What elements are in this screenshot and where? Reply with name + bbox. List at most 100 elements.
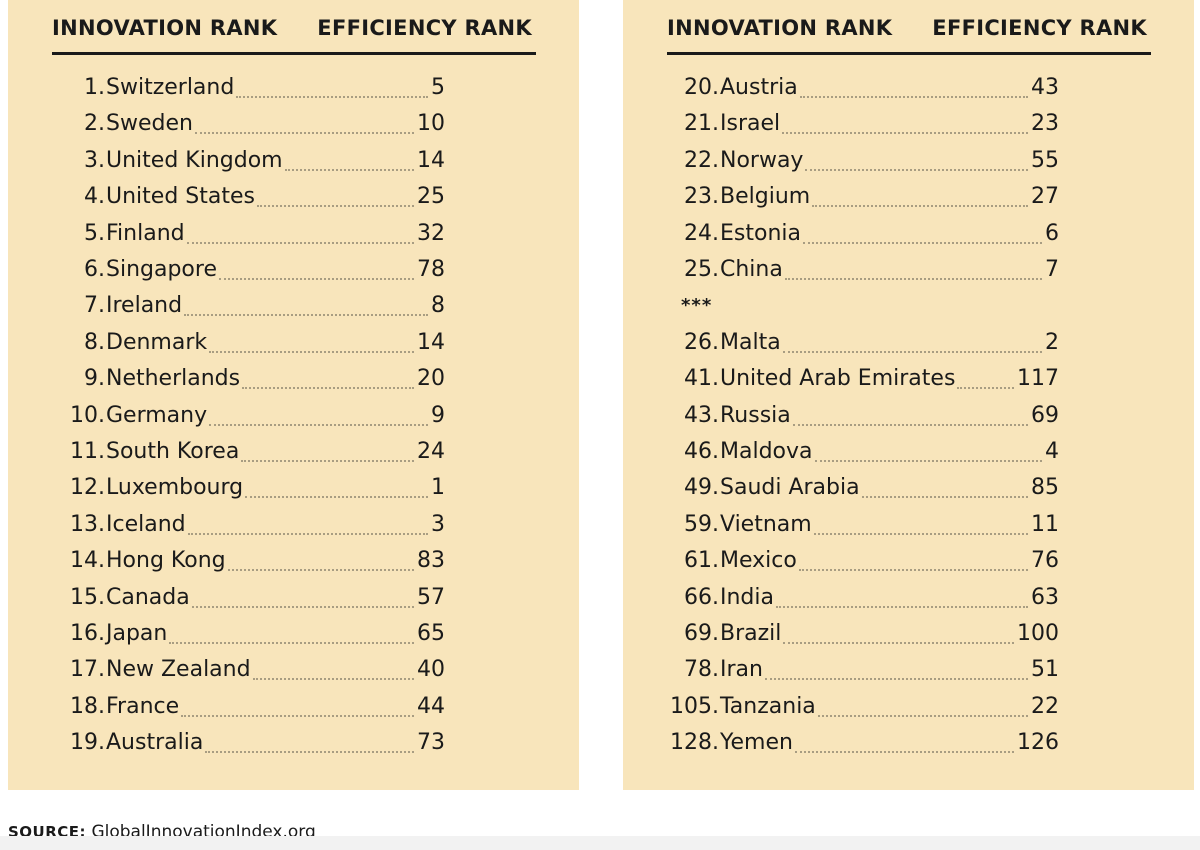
country-name: Netherlands: [106, 366, 241, 392]
innovation-rank: 25.: [684, 257, 719, 282]
innovation-rank: 66.: [684, 584, 719, 610]
innovation-rank: 10.: [70, 402, 105, 428]
innovation-rank: 2.: [84, 111, 105, 137]
innovation-rank: 21.: [684, 111, 719, 137]
dot-leader: [792, 423, 1028, 426]
efficiency-rank: 6: [1045, 220, 1059, 246]
innovation-rank: 43.: [684, 402, 719, 428]
efficiency-rank: 10: [417, 111, 445, 137]
ranking-row: 105. Tanzania 22: [623, 689, 1194, 725]
dot-leader: [764, 678, 1028, 681]
country-name: Iran: [720, 657, 763, 683]
ranking-row: 12. Luxembourg 1: [8, 470, 579, 506]
ranking-row: 78. Iran 51: [623, 652, 1194, 688]
efficiency-rank: 40: [417, 657, 445, 683]
country-name: United Arab Emirates: [720, 366, 956, 392]
ranking-row: 46. Maldova 4: [623, 434, 1194, 470]
efficiency-rank: 1: [431, 475, 445, 501]
dot-leader: [186, 241, 414, 244]
dot-leader: [219, 278, 414, 280]
country-name: Malta: [720, 329, 781, 355]
ranking-row: 19. Australia 73: [8, 725, 579, 761]
country-name: Japan: [106, 621, 168, 646]
dot-leader: [209, 423, 428, 426]
innovation-rank: 59.: [684, 511, 719, 537]
ranking-row: 23. Belgium 27: [623, 179, 1194, 215]
country-name: New Zealand: [106, 657, 251, 683]
ranking-row: 2. Sweden 10: [8, 106, 579, 142]
ranking-row: 26. Malta 2: [623, 325, 1194, 361]
ranking-row: 1. Switzerland 5: [8, 70, 579, 106]
innovation-rank: 15.: [70, 584, 105, 610]
ranking-row: 8. Denmark 14: [8, 325, 579, 361]
efficiency-rank: 11: [1031, 511, 1059, 537]
ranking-row: 59. Vietnam 11: [623, 507, 1194, 543]
innovation-rank: 1.: [84, 75, 105, 100]
dot-leader: [798, 569, 1028, 572]
ranking-row: 16. Japan 65: [8, 616, 579, 652]
country-name: United Kingdom: [106, 147, 283, 173]
country-name: Estonia: [720, 220, 801, 246]
innovation-rank: 18.: [70, 693, 105, 719]
country-name: France: [106, 693, 180, 719]
efficiency-rank: 25: [417, 184, 445, 210]
innovation-rank: 11.: [70, 439, 105, 464]
country-name: Israel: [720, 111, 781, 137]
dot-leader: [799, 96, 1028, 98]
innovation-rank: 128.: [670, 730, 719, 756]
efficiency-rank: 44: [417, 693, 445, 719]
dot-leader: [813, 532, 1028, 535]
ranking-row: 7. Ireland 8: [8, 288, 579, 324]
left-panel: INNOVATION RANK EFFICIENCY RANK 1. Switze…: [8, 0, 579, 790]
country-name: Denmark: [106, 329, 208, 355]
dot-leader: [814, 460, 1042, 462]
dot-leader: [794, 751, 1014, 754]
dot-leader: [284, 168, 414, 171]
innovation-rank: 5.: [84, 220, 105, 246]
efficiency-rank: 7: [1045, 257, 1059, 282]
footer-strip: [0, 836, 1200, 850]
dot-leader: [817, 714, 1028, 717]
ranking-row: 128. Yemen 126: [623, 725, 1194, 761]
innovation-rank: 12.: [70, 475, 105, 501]
country-name: Tanzania: [720, 693, 816, 719]
ranking-row: 25. China 7: [623, 252, 1194, 288]
efficiency-rank: 73: [417, 730, 445, 756]
country-name: Australia: [106, 730, 204, 756]
efficiency-rank: 126: [1017, 730, 1059, 756]
innovation-rank: 105.: [670, 693, 719, 719]
dot-leader: [783, 642, 1014, 644]
efficiency-rank: 2: [1045, 329, 1059, 355]
efficiency-rank: 9: [431, 402, 445, 428]
ranking-row: 20. Austria 43: [623, 70, 1194, 106]
country-name: Russia: [720, 402, 791, 428]
country-name: Hong Kong: [106, 548, 226, 574]
country-name: Sweden: [106, 111, 193, 137]
country-name: Yemen: [720, 730, 793, 756]
country-name: United States: [106, 184, 255, 210]
dot-leader: [252, 678, 414, 681]
innovation-rank: 46.: [684, 439, 719, 464]
ranking-row: 4. United States 25: [8, 179, 579, 215]
dot-leader: [184, 314, 428, 317]
dot-leader: [241, 460, 414, 462]
dot-leader: [782, 132, 1028, 135]
country-name: Saudi Arabia: [720, 475, 860, 501]
efficiency-rank-header: EFFICIENCY RANK: [932, 16, 1147, 40]
dot-leader: [236, 96, 428, 98]
country-name: Singapore: [106, 257, 217, 282]
dot-leader: [169, 642, 414, 644]
ranking-row: 14. Hong Kong 83: [8, 543, 579, 579]
dot-leader: [227, 569, 414, 572]
ranking-row: 13. Iceland 3: [8, 507, 579, 543]
country-name: Canada: [106, 584, 190, 610]
innovation-rank: 8.: [84, 329, 105, 355]
ranking-row: 10. Germany 9: [8, 398, 579, 434]
dot-leader: [181, 714, 414, 717]
innovation-rank: 17.: [70, 657, 105, 683]
efficiency-rank-header: EFFICIENCY RANK: [317, 16, 532, 40]
right-panel: INNOVATION RANK EFFICIENCY RANK 20. Austr…: [623, 0, 1194, 790]
country-name: Mexico: [720, 548, 797, 574]
efficiency-rank: 85: [1031, 475, 1059, 501]
country-name: Norway: [720, 147, 804, 173]
